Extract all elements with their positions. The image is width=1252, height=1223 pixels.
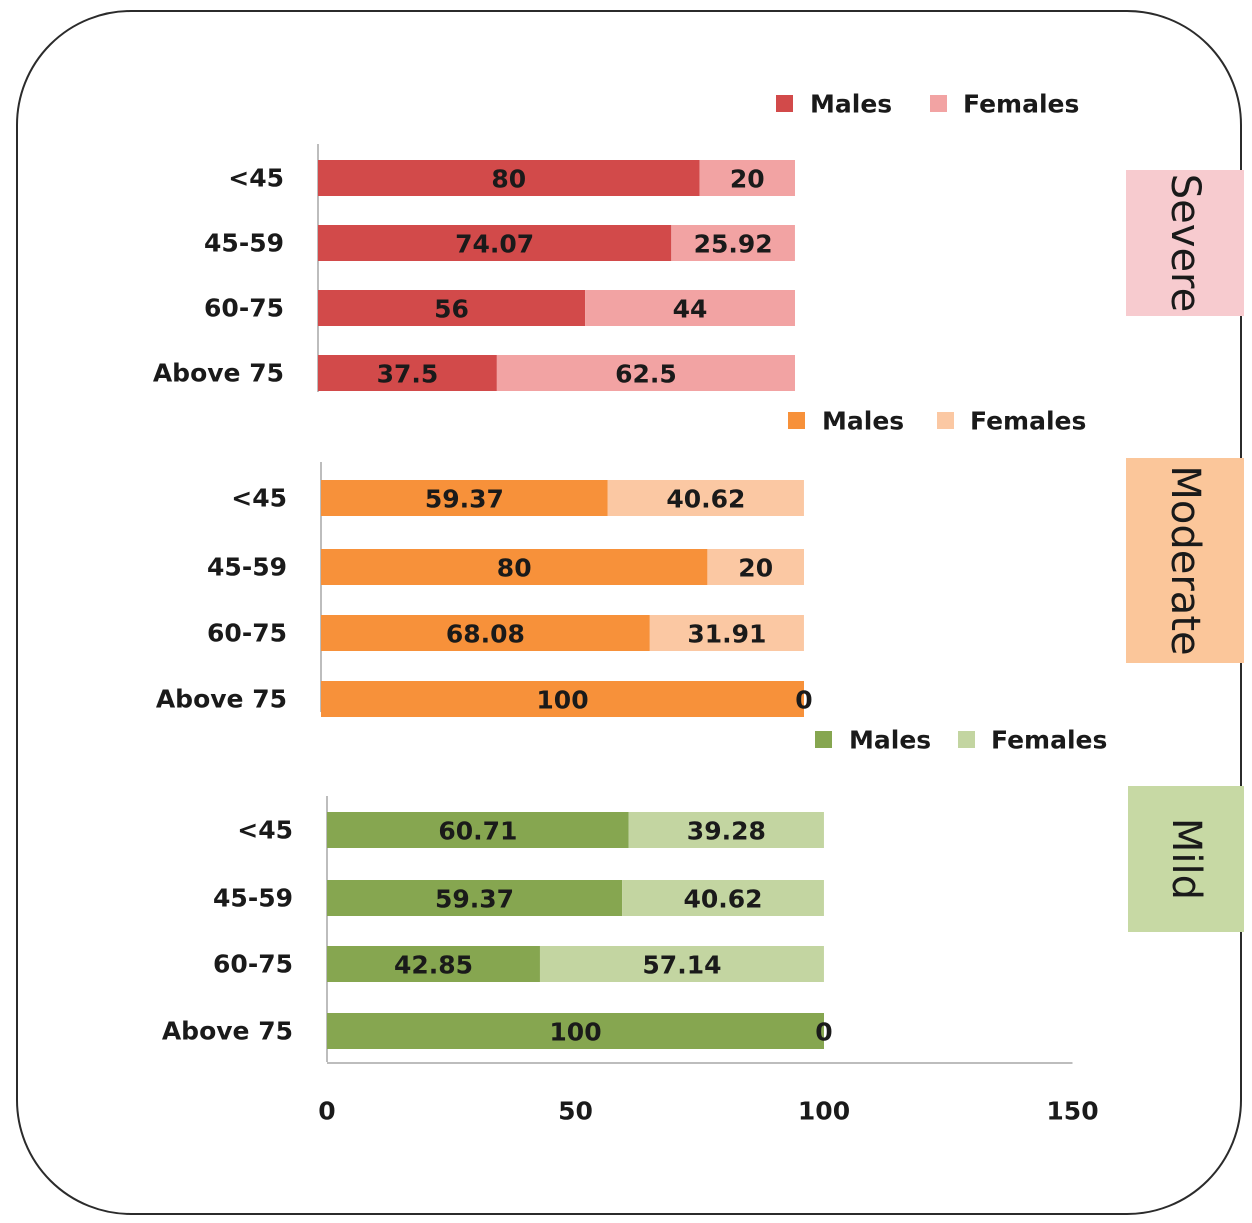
mild-females-value-label: 40.62 [683,885,762,914]
severe-males-value-label: 80 [491,165,526,194]
mild-category-label: Above 75 [162,1017,293,1046]
severe-category-label: 45-59 [204,229,284,258]
moderate-females-value-label: 40.62 [666,485,745,514]
moderate-females-bar [607,480,804,516]
mild-band-label: Mild [1163,818,1209,900]
moderate-males-value-label: 68.08 [446,620,525,649]
moderate-males-bar [321,615,650,651]
severe-females-value-label: 62.5 [615,360,677,389]
moderate-band-label: Moderate [1162,465,1208,655]
mild-category-label: 45-59 [213,884,293,913]
severe-males-bar [318,160,700,196]
severe-males-bar [318,225,672,261]
mild-females-bar [539,946,824,982]
moderate-category-label: <45 [231,484,287,513]
mild-legend-males-label: Males [849,726,931,755]
mild-males-bar [327,880,623,916]
moderate-legend-females-label: Females [970,407,1086,436]
severe-males-bar [318,355,497,391]
x-tick-label: 150 [1046,1097,1098,1126]
moderate-males-bar [321,681,804,717]
moderate-category-label: 45-59 [207,553,287,582]
x-tick-label: 50 [558,1097,593,1126]
moderate-category-label: Above 75 [156,685,287,714]
mild-females-value-label: 39.28 [687,817,766,846]
severe-females-value-label: 44 [673,295,708,324]
severe-females-value-label: 25.92 [694,230,773,259]
mild-males-value-label: 59.37 [435,885,514,914]
severe-females-bar [496,355,795,391]
mild-legend-females-swatch [958,731,975,748]
severe-legend-males-label: Males [810,90,892,119]
moderate-band [1126,458,1244,663]
severe-females-value-label: 20 [730,165,765,194]
severe-category-label: Above 75 [153,359,284,388]
severe-males-value-label: 56 [434,295,469,324]
mild-band [1128,786,1244,932]
moderate-legend-females-swatch [937,412,954,429]
moderate-males-bar [321,549,708,585]
mild-males-bar [327,1013,824,1049]
severe-males-bar [318,290,586,326]
mild-legend-females-label: Females [991,726,1107,755]
severe-females-bar [699,160,795,196]
severe-females-bar [585,290,795,326]
severe-category-label: 60-75 [204,294,284,323]
severe-band [1126,170,1244,316]
moderate-females-bar [707,549,804,585]
moderate-legend-males-label: Males [822,407,904,436]
mild-males-value-label: 100 [549,1018,601,1047]
severe-category-label: <45 [228,164,284,193]
mild-males-bar [327,812,629,848]
severe-males-value-label: 74.07 [455,230,534,259]
x-tick-label: 0 [318,1097,335,1126]
severe-legend-males-swatch [776,95,793,112]
mild-females-bar [628,812,824,848]
moderate-category-label: 60-75 [207,619,287,648]
moderate-females-value-label: 20 [738,554,773,583]
mild-females-value-label: 57.14 [642,951,721,980]
moderate-males-bar [321,480,608,516]
severe-legend-females-label: Females [963,90,1079,119]
severe-legend-females-swatch [930,95,947,112]
mild-females-value-label: 0 [815,1018,832,1047]
severe-females-bar [671,225,795,261]
moderate-males-value-label: 100 [536,686,588,715]
mild-legend-males-swatch [815,731,832,748]
mild-males-value-label: 60.71 [438,817,517,846]
mild-females-bar [622,880,824,916]
moderate-males-value-label: 80 [497,554,532,583]
moderate-females-bar [649,615,804,651]
severe-band-label: Severe [1162,174,1208,312]
mild-category-label: 60-75 [213,950,293,979]
mild-males-value-label: 42.85 [394,951,473,980]
moderate-females-value-label: 0 [795,686,812,715]
mild-category-label: <45 [237,816,293,845]
mild-males-bar [327,946,540,982]
moderate-legend-males-swatch [788,412,805,429]
moderate-females-value-label: 31.91 [687,620,766,649]
severe-males-value-label: 37.5 [377,360,439,389]
moderate-males-value-label: 59.37 [425,485,504,514]
x-tick-label: 100 [798,1097,850,1126]
